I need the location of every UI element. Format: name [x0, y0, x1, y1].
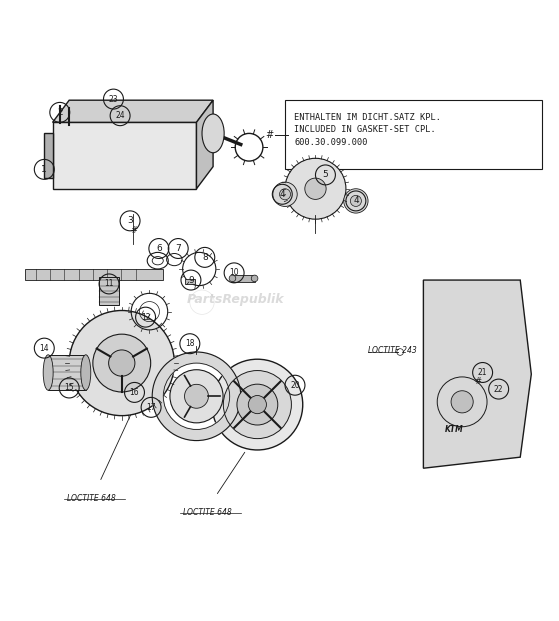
Circle shape: [285, 158, 346, 219]
Text: 7: 7: [176, 244, 181, 253]
Circle shape: [350, 196, 362, 206]
Text: 1: 1: [41, 165, 47, 174]
Circle shape: [93, 334, 151, 392]
Text: 2: 2: [57, 108, 63, 117]
Text: 10: 10: [229, 268, 239, 278]
Bar: [48, 355, 86, 390]
Circle shape: [248, 396, 267, 414]
Text: #: #: [266, 130, 273, 140]
Text: 8: 8: [202, 253, 207, 262]
Text: 22: 22: [494, 384, 504, 394]
Polygon shape: [44, 134, 53, 178]
Circle shape: [451, 391, 473, 413]
Circle shape: [108, 350, 135, 376]
Text: 15: 15: [64, 384, 74, 392]
Polygon shape: [196, 100, 213, 189]
Circle shape: [305, 178, 326, 199]
Circle shape: [237, 384, 278, 425]
Text: 17: 17: [146, 403, 156, 412]
Circle shape: [344, 189, 368, 213]
Text: LOCTITE 648: LOCTITE 648: [67, 494, 116, 503]
Text: 9: 9: [188, 276, 194, 284]
Circle shape: [280, 189, 291, 200]
Circle shape: [184, 384, 209, 408]
Text: KTM: KTM: [444, 425, 463, 434]
Text: 21: 21: [478, 368, 487, 377]
Ellipse shape: [252, 275, 258, 282]
Bar: [25, 269, 163, 280]
Text: 4: 4: [280, 190, 285, 199]
Bar: [233, 275, 254, 282]
Polygon shape: [53, 100, 213, 122]
Text: 12: 12: [141, 312, 150, 322]
Circle shape: [212, 359, 303, 450]
Ellipse shape: [229, 275, 236, 282]
Text: 20: 20: [290, 381, 300, 390]
Circle shape: [273, 182, 297, 206]
Circle shape: [170, 369, 223, 423]
Text: 5: 5: [323, 170, 328, 179]
Text: 4: 4: [353, 196, 359, 206]
FancyBboxPatch shape: [285, 100, 542, 170]
Text: 11: 11: [105, 279, 114, 288]
Ellipse shape: [202, 114, 224, 153]
Circle shape: [69, 310, 174, 415]
Text: 18: 18: [185, 339, 195, 348]
Text: #: #: [130, 226, 138, 235]
Text: 3: 3: [127, 216, 133, 225]
Ellipse shape: [43, 355, 53, 390]
Text: 23: 23: [108, 94, 119, 104]
Bar: [186, 279, 196, 284]
Ellipse shape: [81, 355, 91, 390]
Text: LOCTITE 648: LOCTITE 648: [183, 508, 232, 517]
Text: 6: 6: [156, 244, 162, 253]
Text: #: #: [474, 377, 481, 386]
Text: ENTHALTEN IM DICHT.SATZ KPL.
INCLUDED IN GASKET-SET CPL.
600.30.099.000: ENTHALTEN IM DICHT.SATZ KPL. INCLUDED IN…: [295, 113, 442, 147]
Text: 14: 14: [40, 343, 49, 353]
Text: LOCTITE 243: LOCTITE 243: [368, 346, 417, 355]
Polygon shape: [423, 280, 531, 468]
Bar: [53, 122, 196, 189]
Text: 16: 16: [130, 388, 139, 397]
Circle shape: [224, 371, 291, 438]
Text: 24: 24: [115, 111, 125, 120]
Bar: [99, 278, 119, 305]
Text: PartsRepublik: PartsRepublik: [186, 293, 284, 306]
